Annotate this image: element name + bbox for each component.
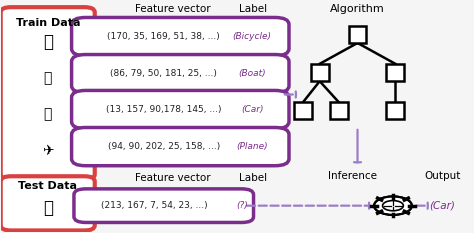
Text: Test Data: Test Data [18,181,77,191]
Text: (86, 79, 50, 181, 25, ...): (86, 79, 50, 181, 25, ...) [110,69,217,78]
Text: Inference: Inference [328,171,377,181]
FancyBboxPatch shape [311,64,328,81]
Text: Feature vector: Feature vector [136,4,211,14]
FancyBboxPatch shape [72,17,289,56]
Text: Output: Output [424,171,461,181]
Circle shape [374,196,412,215]
Text: 🚗: 🚗 [44,107,52,121]
Text: (13, 157, 90,178, 145, ...): (13, 157, 90,178, 145, ...) [106,105,221,114]
FancyBboxPatch shape [0,7,95,179]
Text: (Bicycle): (Bicycle) [233,32,272,41]
FancyBboxPatch shape [348,26,366,43]
Text: 🚲: 🚲 [43,33,53,51]
Circle shape [383,201,403,211]
Text: Label: Label [239,4,268,14]
FancyBboxPatch shape [72,55,289,93]
FancyBboxPatch shape [0,176,95,230]
Text: (Boat): (Boat) [238,69,266,78]
Text: 🚙: 🚙 [43,199,53,217]
FancyBboxPatch shape [294,102,312,119]
Text: (Car): (Car) [241,105,264,114]
FancyBboxPatch shape [72,90,289,129]
Text: (Plane): (Plane) [237,142,268,151]
Text: (94, 90, 202, 25, 158, ...): (94, 90, 202, 25, 158, ...) [108,142,220,151]
Text: (213, 167, 7, 54, 23, ...): (213, 167, 7, 54, 23, ...) [101,201,208,210]
FancyBboxPatch shape [329,102,347,119]
Text: (?): (?) [237,201,248,210]
Text: Label: Label [239,173,268,183]
Text: (170, 35, 169, 51, 38, ...): (170, 35, 169, 51, 38, ...) [108,32,220,41]
Text: Algorithm: Algorithm [330,4,385,14]
Text: Train Data: Train Data [16,18,80,28]
FancyBboxPatch shape [72,127,289,166]
Text: (Car): (Car) [429,201,456,211]
Text: Feature vector: Feature vector [136,173,211,183]
FancyBboxPatch shape [74,189,254,223]
Text: 🛥: 🛥 [44,71,52,85]
Text: ✈: ✈ [42,143,54,157]
FancyBboxPatch shape [386,64,404,81]
FancyBboxPatch shape [386,102,404,119]
